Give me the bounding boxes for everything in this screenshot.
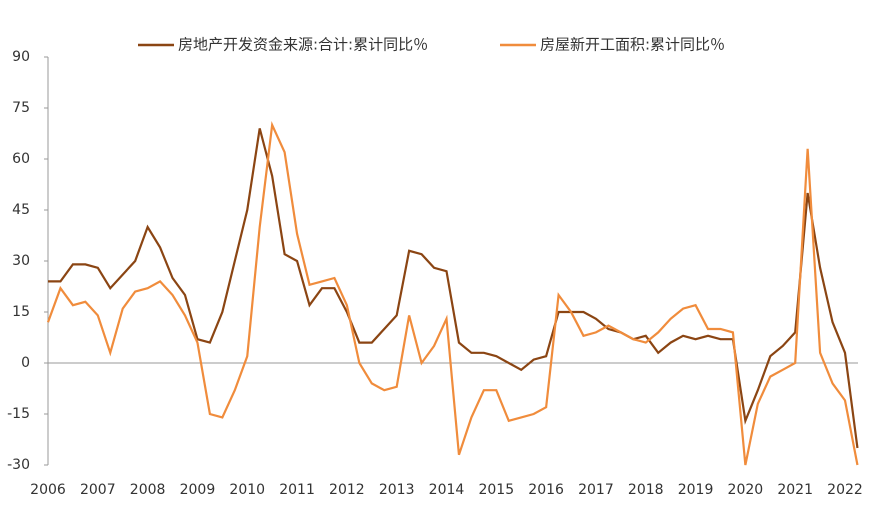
x-tick-label: 2013 [379, 482, 415, 498]
x-tick-label: 2011 [279, 482, 315, 498]
y-tick-label: -15 [7, 406, 30, 422]
x-tick-label: 2017 [578, 482, 614, 498]
x-tick-label: 2006 [30, 482, 66, 498]
y-tick-label: -30 [7, 457, 30, 473]
x-tick-label: 2010 [229, 482, 265, 498]
series-line [46, 121, 859, 466]
y-tick-label: 30 [12, 253, 30, 269]
x-tick-label: 2018 [628, 482, 664, 498]
y-tick-label: 75 [12, 100, 30, 116]
x-tick-label: 2022 [827, 482, 863, 498]
legend-label: 房地产开发资金来源:合计:累计同比％ [178, 36, 428, 54]
x-tick-label: 2021 [777, 482, 813, 498]
x-tick-label: 2014 [429, 482, 465, 498]
x-tick-label: 2008 [130, 482, 166, 498]
x-tick-label: 2020 [728, 482, 764, 498]
y-tick-label: 90 [12, 49, 30, 65]
x-tick-label: 2007 [80, 482, 116, 498]
x-tick-label: 2019 [678, 482, 714, 498]
legend-label: 房屋新开工面积:累计同比％ [540, 36, 725, 54]
x-tick-label: 2016 [528, 482, 564, 498]
y-tick-label: 15 [12, 304, 30, 320]
x-tick-label: 2012 [329, 482, 365, 498]
x-tick-label: 2015 [478, 482, 514, 498]
legend: 房地产开发资金来源:合计:累计同比％ 房屋新开工面积:累计同比％ [138, 36, 725, 54]
x-tick-label: 2009 [180, 482, 216, 498]
y-tick-label: 45 [12, 202, 30, 218]
series-line [48, 128, 859, 449]
y-tick-label: 0 [21, 355, 30, 371]
y-tick-label: 60 [12, 151, 30, 167]
